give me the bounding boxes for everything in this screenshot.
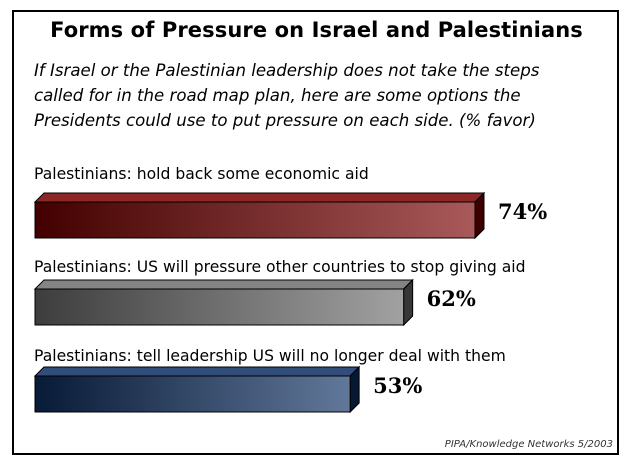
bar-1-top (33, 192, 486, 203)
bar-3-top (33, 366, 361, 377)
value-label-3: 53% (373, 373, 423, 398)
category-label-1: Palestinians: hold back some economic ai… (34, 165, 369, 183)
bar-1 (33, 191, 486, 240)
value-label-2: 62% (426, 286, 476, 311)
bar-2-front (34, 288, 405, 326)
chart-frame (12, 10, 619, 455)
subtitle-line-1: If Israel or the Palestinian leadership … (34, 61, 540, 80)
value-label-1: 74% (498, 199, 548, 224)
bar-3 (33, 365, 361, 414)
bar-3-front (34, 375, 351, 413)
subtitle-line-2: called for in the road map plan, here ar… (34, 86, 521, 105)
chart-subtitle: If Israel or the Palestinian leadership … (34, 58, 604, 133)
bar-2-top (33, 279, 414, 290)
category-label-2: Palestinians: US will pressure other cou… (34, 258, 526, 276)
source-note: PIPA/Knowledge Networks 5/2003 (444, 439, 613, 450)
subtitle-line-3: Presidents could use to put pressure on … (34, 111, 536, 130)
chart-title: Forms of Pressure on Israel and Palestin… (50, 18, 583, 42)
bar-1-front (34, 201, 476, 239)
category-label-3: Palestinians: tell leadership US will no… (34, 347, 506, 365)
bar-2 (33, 278, 414, 327)
